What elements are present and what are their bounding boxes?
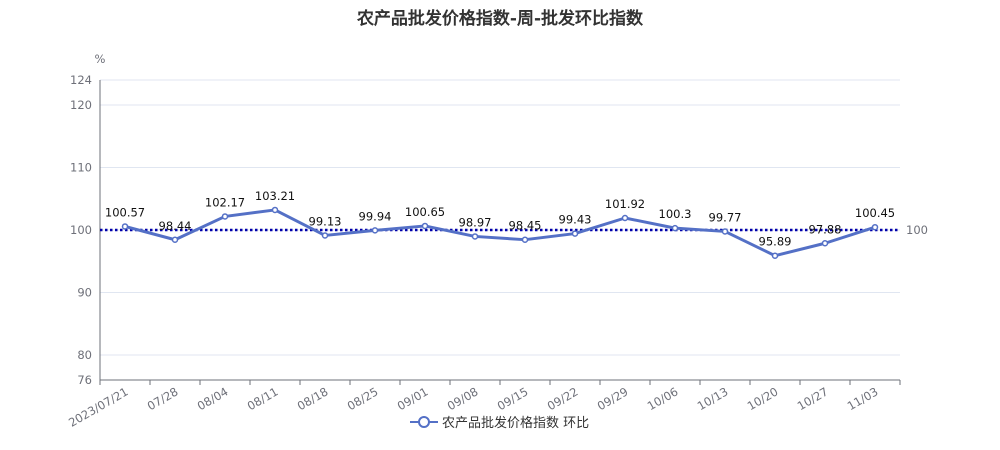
data-label: 95.89 (759, 235, 792, 249)
x-tick-label: 10/27 (795, 384, 831, 413)
data-point[interactable] (121, 223, 129, 230)
data-label: 98.45 (509, 219, 542, 233)
data-label: 101.92 (605, 197, 645, 211)
data-point[interactable] (321, 232, 329, 239)
data-label: 100.65 (405, 205, 445, 219)
chart-title: 农产品批发价格指数-周-批发环比指数 (356, 9, 644, 29)
series-line (124, 208, 876, 258)
data-point[interactable] (271, 206, 279, 214)
data-point[interactable] (571, 230, 579, 237)
reference-line-label: 100 (906, 223, 928, 237)
data-point[interactable] (521, 236, 529, 243)
data-point[interactable] (721, 228, 729, 235)
x-tick-label: 10/13 (695, 384, 731, 413)
y-tick-label: 124 (70, 73, 92, 87)
data-point[interactable] (771, 252, 779, 259)
data-label: 97.88 (809, 222, 842, 236)
x-tick-label: 10/06 (645, 384, 681, 413)
y-tick-label: 100 (70, 223, 92, 237)
x-tick-label: 2023/07/21 (66, 384, 130, 429)
data-point[interactable] (221, 213, 229, 220)
data-point[interactable] (621, 214, 629, 222)
y-axis-unit: % (95, 52, 106, 66)
x-tick-label: 09/15 (495, 384, 531, 413)
data-point[interactable] (171, 236, 179, 243)
y-tick-label: 120 (70, 98, 92, 112)
data-point[interactable] (671, 224, 679, 232)
y-tick-label: 76 (77, 373, 92, 387)
x-tick-label: 10/20 (745, 384, 781, 413)
series (121, 206, 879, 259)
data-point[interactable] (371, 227, 379, 234)
data-label: 99.77 (709, 210, 742, 224)
x-tick-label: 08/04 (195, 384, 231, 413)
x-tick-label: 07/28 (145, 384, 181, 413)
data-label: 100.45 (855, 206, 895, 220)
data-point[interactable] (871, 223, 879, 231)
y-tick-label: 90 (77, 286, 92, 300)
x-tick-label: 09/29 (595, 384, 631, 413)
data-label: 100.57 (105, 205, 145, 219)
data-label: 102.17 (205, 195, 245, 209)
data-point[interactable] (421, 222, 429, 230)
x-tick-label: 11/03 (845, 384, 881, 413)
legend-marker-icon (418, 416, 430, 428)
x-tick-label: 09/22 (545, 384, 581, 413)
data-point[interactable] (821, 240, 829, 247)
data-label: 100.3 (659, 207, 692, 221)
data-label: 99.43 (559, 213, 592, 227)
data-label: 98.44 (159, 219, 192, 233)
data-label: 98.97 (459, 215, 492, 229)
data-label: 103.21 (255, 189, 295, 203)
y-tick-label: 80 (77, 348, 92, 362)
x-tick-label: 08/11 (245, 384, 281, 413)
legend-label: 农产品批发价格指数 环比 (442, 415, 589, 431)
x-tick-label: 09/08 (445, 384, 481, 413)
x-tick-label: 08/18 (295, 384, 331, 413)
legend[interactable]: 农产品批发价格指数 环比 (410, 415, 589, 431)
data-label: 99.94 (359, 209, 392, 223)
x-tick-label: 09/01 (395, 384, 431, 413)
data-labels: 100.57 98.44 102.17 103.21 99.13 99.94 100.65 9… (105, 189, 895, 249)
data-label: 99.13 (309, 214, 342, 228)
x-tick-label: 08/25 (345, 384, 381, 413)
reference-line: 100 (100, 223, 928, 237)
y-tick-label: 110 (70, 161, 92, 175)
data-point[interactable] (471, 233, 479, 240)
